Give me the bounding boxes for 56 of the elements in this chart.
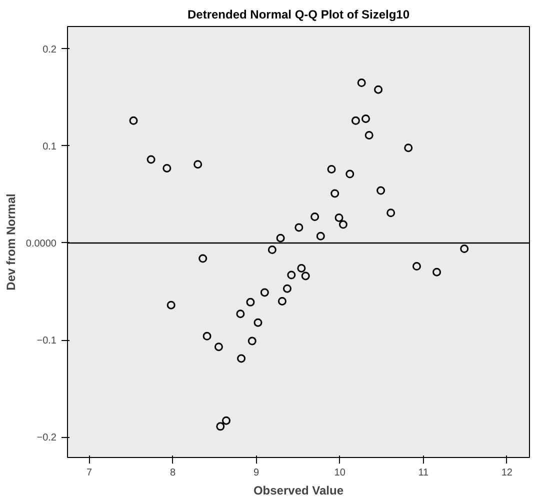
point: [162, 164, 172, 172]
point: [198, 254, 208, 263]
point: [202, 332, 212, 340]
point: [246, 298, 255, 306]
chart-title: Detrended Normal Q-Q Plot of Sizelg10: [187, 8, 410, 22]
point: [334, 213, 344, 222]
point: [276, 234, 285, 242]
point: [338, 220, 348, 229]
point: [222, 416, 230, 425]
point: [260, 288, 269, 297]
x-tick-label: 7: [86, 468, 92, 478]
y-tick-label: 0.0000: [26, 238, 57, 250]
x-tick-label: 10: [334, 468, 346, 478]
point: [129, 116, 138, 125]
point: [364, 130, 374, 140]
point: [346, 170, 354, 178]
point: [236, 310, 245, 318]
point: [297, 264, 306, 272]
point: [404, 144, 413, 152]
point: [237, 354, 246, 363]
point: [294, 223, 304, 232]
point: [146, 155, 156, 164]
x-tick-label: 8: [170, 468, 176, 478]
x-axis-title: Observed Value: [253, 484, 344, 498]
point: [432, 268, 442, 276]
point: [278, 296, 286, 306]
point: [316, 232, 325, 240]
y-axis-title: Dev from Normal: [4, 194, 18, 290]
y-tick-label: −0.2: [36, 432, 57, 444]
point: [460, 244, 469, 254]
x-tick-label: 12: [501, 468, 513, 478]
point: [287, 270, 296, 280]
y-tick-label: 0.2: [42, 44, 57, 56]
point: [357, 78, 366, 88]
x-tick-label: 9: [254, 468, 260, 478]
point: [268, 246, 276, 254]
point: [412, 262, 421, 271]
point: [310, 212, 320, 222]
point: [351, 116, 360, 125]
point: [248, 336, 256, 346]
point: [282, 284, 292, 293]
y-tick-label: −0.1: [36, 336, 57, 347]
x-tick-label: 11: [418, 468, 430, 478]
point: [362, 114, 370, 123]
point: [374, 85, 383, 94]
point: [194, 160, 202, 169]
point: [327, 164, 336, 174]
point: [376, 186, 386, 195]
y-tick-label: 0.1: [42, 141, 57, 152]
point: [254, 318, 262, 327]
point: [386, 208, 396, 218]
point: [330, 189, 340, 198]
point: [216, 422, 225, 431]
point: [166, 300, 176, 310]
point: [214, 342, 223, 352]
point: [301, 272, 310, 280]
